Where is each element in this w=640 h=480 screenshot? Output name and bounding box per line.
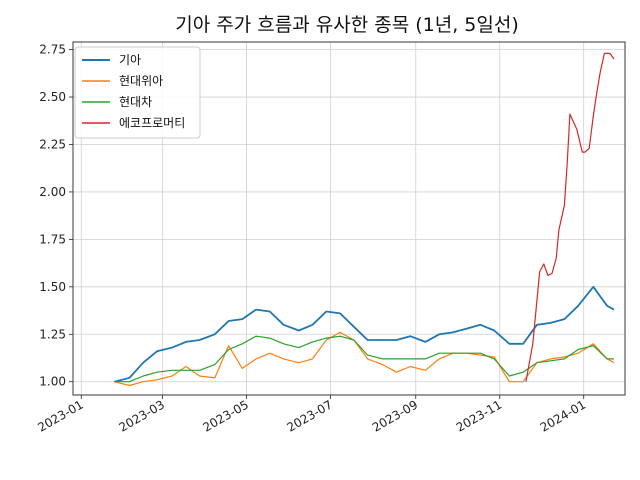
x-tick-label: 2023-03: [117, 397, 167, 434]
x-tick-label: 2023-07: [284, 397, 334, 434]
series-line-2: [114, 335, 614, 383]
chart-title: 기아 주가 흐름과 유사한 종목 (1년, 5일선): [175, 14, 518, 36]
series-line-0: [114, 285, 615, 383]
y-tick-label: 2.50: [39, 90, 66, 104]
y-axis: 1.00 1.25 1.50 1.75 2.00 2.25 2.50 2.75: [39, 43, 73, 389]
legend-box: [74, 46, 201, 139]
y-tick-label: 1.75: [39, 232, 66, 246]
y-tick-label: 2.75: [39, 43, 66, 57]
series-layer: [114, 52, 615, 387]
x-axis: 2023-01 2023-03 2023-05 2023-07 2023-09 2023-…: [35, 395, 588, 435]
plot-frame: [72, 41, 626, 396]
y-tick-label: 1.00: [39, 375, 66, 389]
y-tick-label: 2.25: [39, 137, 66, 151]
series-line-1: [114, 331, 615, 387]
legend-label: 현대차: [119, 95, 152, 109]
x-tick-label: 2023-09: [370, 397, 420, 434]
x-tick-label: 2023-11: [454, 397, 504, 434]
legend-label: 현대위아: [119, 74, 163, 88]
y-tick-label: 1.25: [39, 327, 66, 341]
x-tick-label: 2023-01: [35, 397, 85, 434]
x-tick-label: 2024-01: [538, 397, 588, 434]
x-tick-label: 2023-05: [201, 397, 251, 434]
legend-label: 기아: [119, 53, 141, 67]
y-tick-label: 1.50: [39, 280, 66, 294]
legend-label: 에코프로머티: [119, 116, 185, 130]
y-tick-label: 2.00: [39, 185, 66, 199]
series-line-3: [525, 52, 615, 382]
